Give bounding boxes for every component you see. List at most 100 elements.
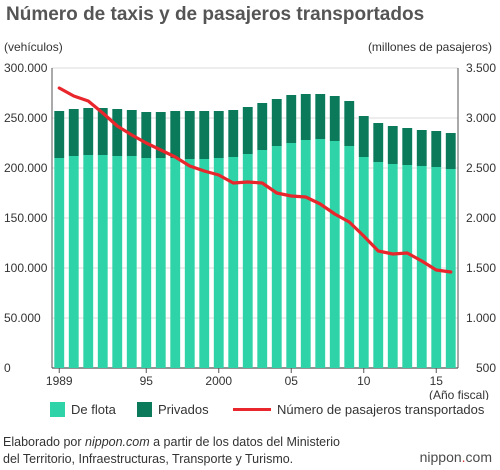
y-right-tick-label: 1.000 (466, 311, 496, 325)
bar-fleet (344, 146, 355, 368)
chart-canvas: 0 500 50.000 1.000 100.000 1.500 150.000 2.000 2… (4, 61, 496, 400)
bar-fleet (416, 166, 427, 368)
source-note: Elaborado por nippon.com a partir de los… (3, 434, 340, 468)
legend-item-fleet: De flota (50, 402, 116, 417)
y-right-tick-label: 3.500 (466, 61, 496, 75)
bar-fleet (199, 159, 210, 368)
logo-name: nippon (419, 449, 462, 465)
x-tick-label: 05 (285, 374, 299, 388)
bar-fleet (126, 156, 137, 368)
bar-fleet (242, 154, 253, 368)
bar-fleet (402, 165, 413, 368)
bar-private (155, 112, 166, 158)
passengers-series-line (57, 86, 453, 274)
logo-dot: . (461, 449, 466, 465)
bar-private (228, 110, 239, 157)
bar-fleet (228, 157, 239, 368)
bar-private (286, 95, 297, 143)
bar-private (373, 123, 384, 162)
bar-fleet (112, 156, 123, 368)
bar-private (213, 111, 224, 158)
bar-fleet (54, 158, 65, 368)
bar-private (126, 110, 137, 156)
y-right-tick-label: 1.500 (466, 261, 496, 275)
bar-private (97, 108, 108, 155)
y-right-tick-label: 3.000 (466, 111, 496, 125)
legend-item-private: Privados (137, 402, 209, 417)
bar-fleet (170, 158, 181, 368)
bar-fleet (213, 158, 224, 368)
y-left-tick-label: 300.000 (4, 61, 48, 75)
bar-fleet (373, 162, 384, 368)
bar-fleet (68, 156, 79, 368)
bar-fleet (155, 158, 166, 368)
legend-swatch-passengers (233, 408, 271, 411)
x-tick-label: 10 (357, 374, 371, 388)
bar-fleet (141, 158, 152, 368)
passengers-line (57, 86, 453, 274)
bar-fleet (445, 169, 456, 368)
y-left-tick-label: 150.000 (4, 211, 48, 225)
bar-fleet (300, 140, 311, 368)
y-left-tick-label: 200.000 (4, 161, 48, 175)
bar-fleet (97, 155, 108, 368)
bar-private (242, 107, 253, 154)
y-left-tick-label: 250.000 (4, 111, 48, 125)
bars (54, 94, 456, 368)
chart-title: Número de taxis y de pasajeros transport… (6, 4, 425, 25)
legend-item-passengers: Número de pasajeros transportados (233, 402, 484, 417)
y-left-tick-label: 50.000 (4, 311, 41, 325)
bar-private (387, 126, 398, 164)
x-axis-unit: (Año fiscal) (429, 388, 489, 400)
bar-fleet (184, 159, 195, 368)
legend-label-passengers: Número de pasajeros transportados (277, 402, 485, 417)
bar-fleet (358, 157, 369, 368)
bar-private (199, 111, 210, 159)
bar-private (300, 94, 311, 140)
bar-fleet (431, 167, 442, 368)
legend-swatch-fleet (50, 402, 65, 417)
bar-private (112, 109, 123, 156)
bar-fleet (387, 164, 398, 368)
bar-fleet (257, 150, 268, 368)
bar-fleet (271, 146, 282, 368)
legend: De flota Privados Número de pasajeros tr… (0, 402, 500, 422)
bar-private (315, 94, 326, 139)
bar-private (402, 128, 413, 165)
y-left-tick-label: 100.000 (4, 261, 48, 275)
source-site: nippon.com (85, 435, 150, 449)
bar-private (445, 133, 456, 169)
x-tick-label: 15 (430, 374, 444, 388)
source-prefix: Elaborado por (3, 435, 86, 449)
source-line2: del Territorio, Infraestructuras, Transp… (3, 452, 294, 466)
logo-tld: com (465, 449, 492, 465)
bar-private (83, 108, 94, 155)
bar-fleet (315, 139, 326, 368)
bar-private (271, 99, 282, 146)
bar-fleet (83, 155, 94, 368)
nippon-logo: nippon.com (420, 449, 492, 465)
y-right-tick-label: 2.500 (466, 161, 496, 175)
y-left-tick-label: 0 (4, 361, 11, 375)
right-axis-unit: (millones de pasajeros) (367, 40, 492, 54)
legend-label-fleet: De flota (71, 402, 116, 417)
axes: 0 500 50.000 1.000 100.000 1.500 150.000 2.000 2… (4, 61, 496, 388)
bar-private (184, 111, 195, 159)
bar-private (68, 109, 79, 156)
bar-fleet (286, 143, 297, 368)
legend-label-private: Privados (158, 402, 209, 417)
bar-private (329, 96, 340, 141)
bar-private (54, 111, 65, 158)
bar-private (170, 111, 181, 158)
bar-private (257, 103, 268, 150)
legend-swatch-private (137, 402, 152, 417)
left-axis-unit: (vehículos) (4, 40, 63, 54)
bar-private (358, 116, 369, 157)
bar-private (141, 112, 152, 158)
x-tick-label: 2000 (205, 374, 232, 388)
bar-fleet (329, 141, 340, 368)
x-tick-label: 1989 (46, 374, 73, 388)
bar-private (431, 131, 442, 167)
bar-private (344, 101, 355, 146)
x-tick-label: 95 (140, 374, 154, 388)
